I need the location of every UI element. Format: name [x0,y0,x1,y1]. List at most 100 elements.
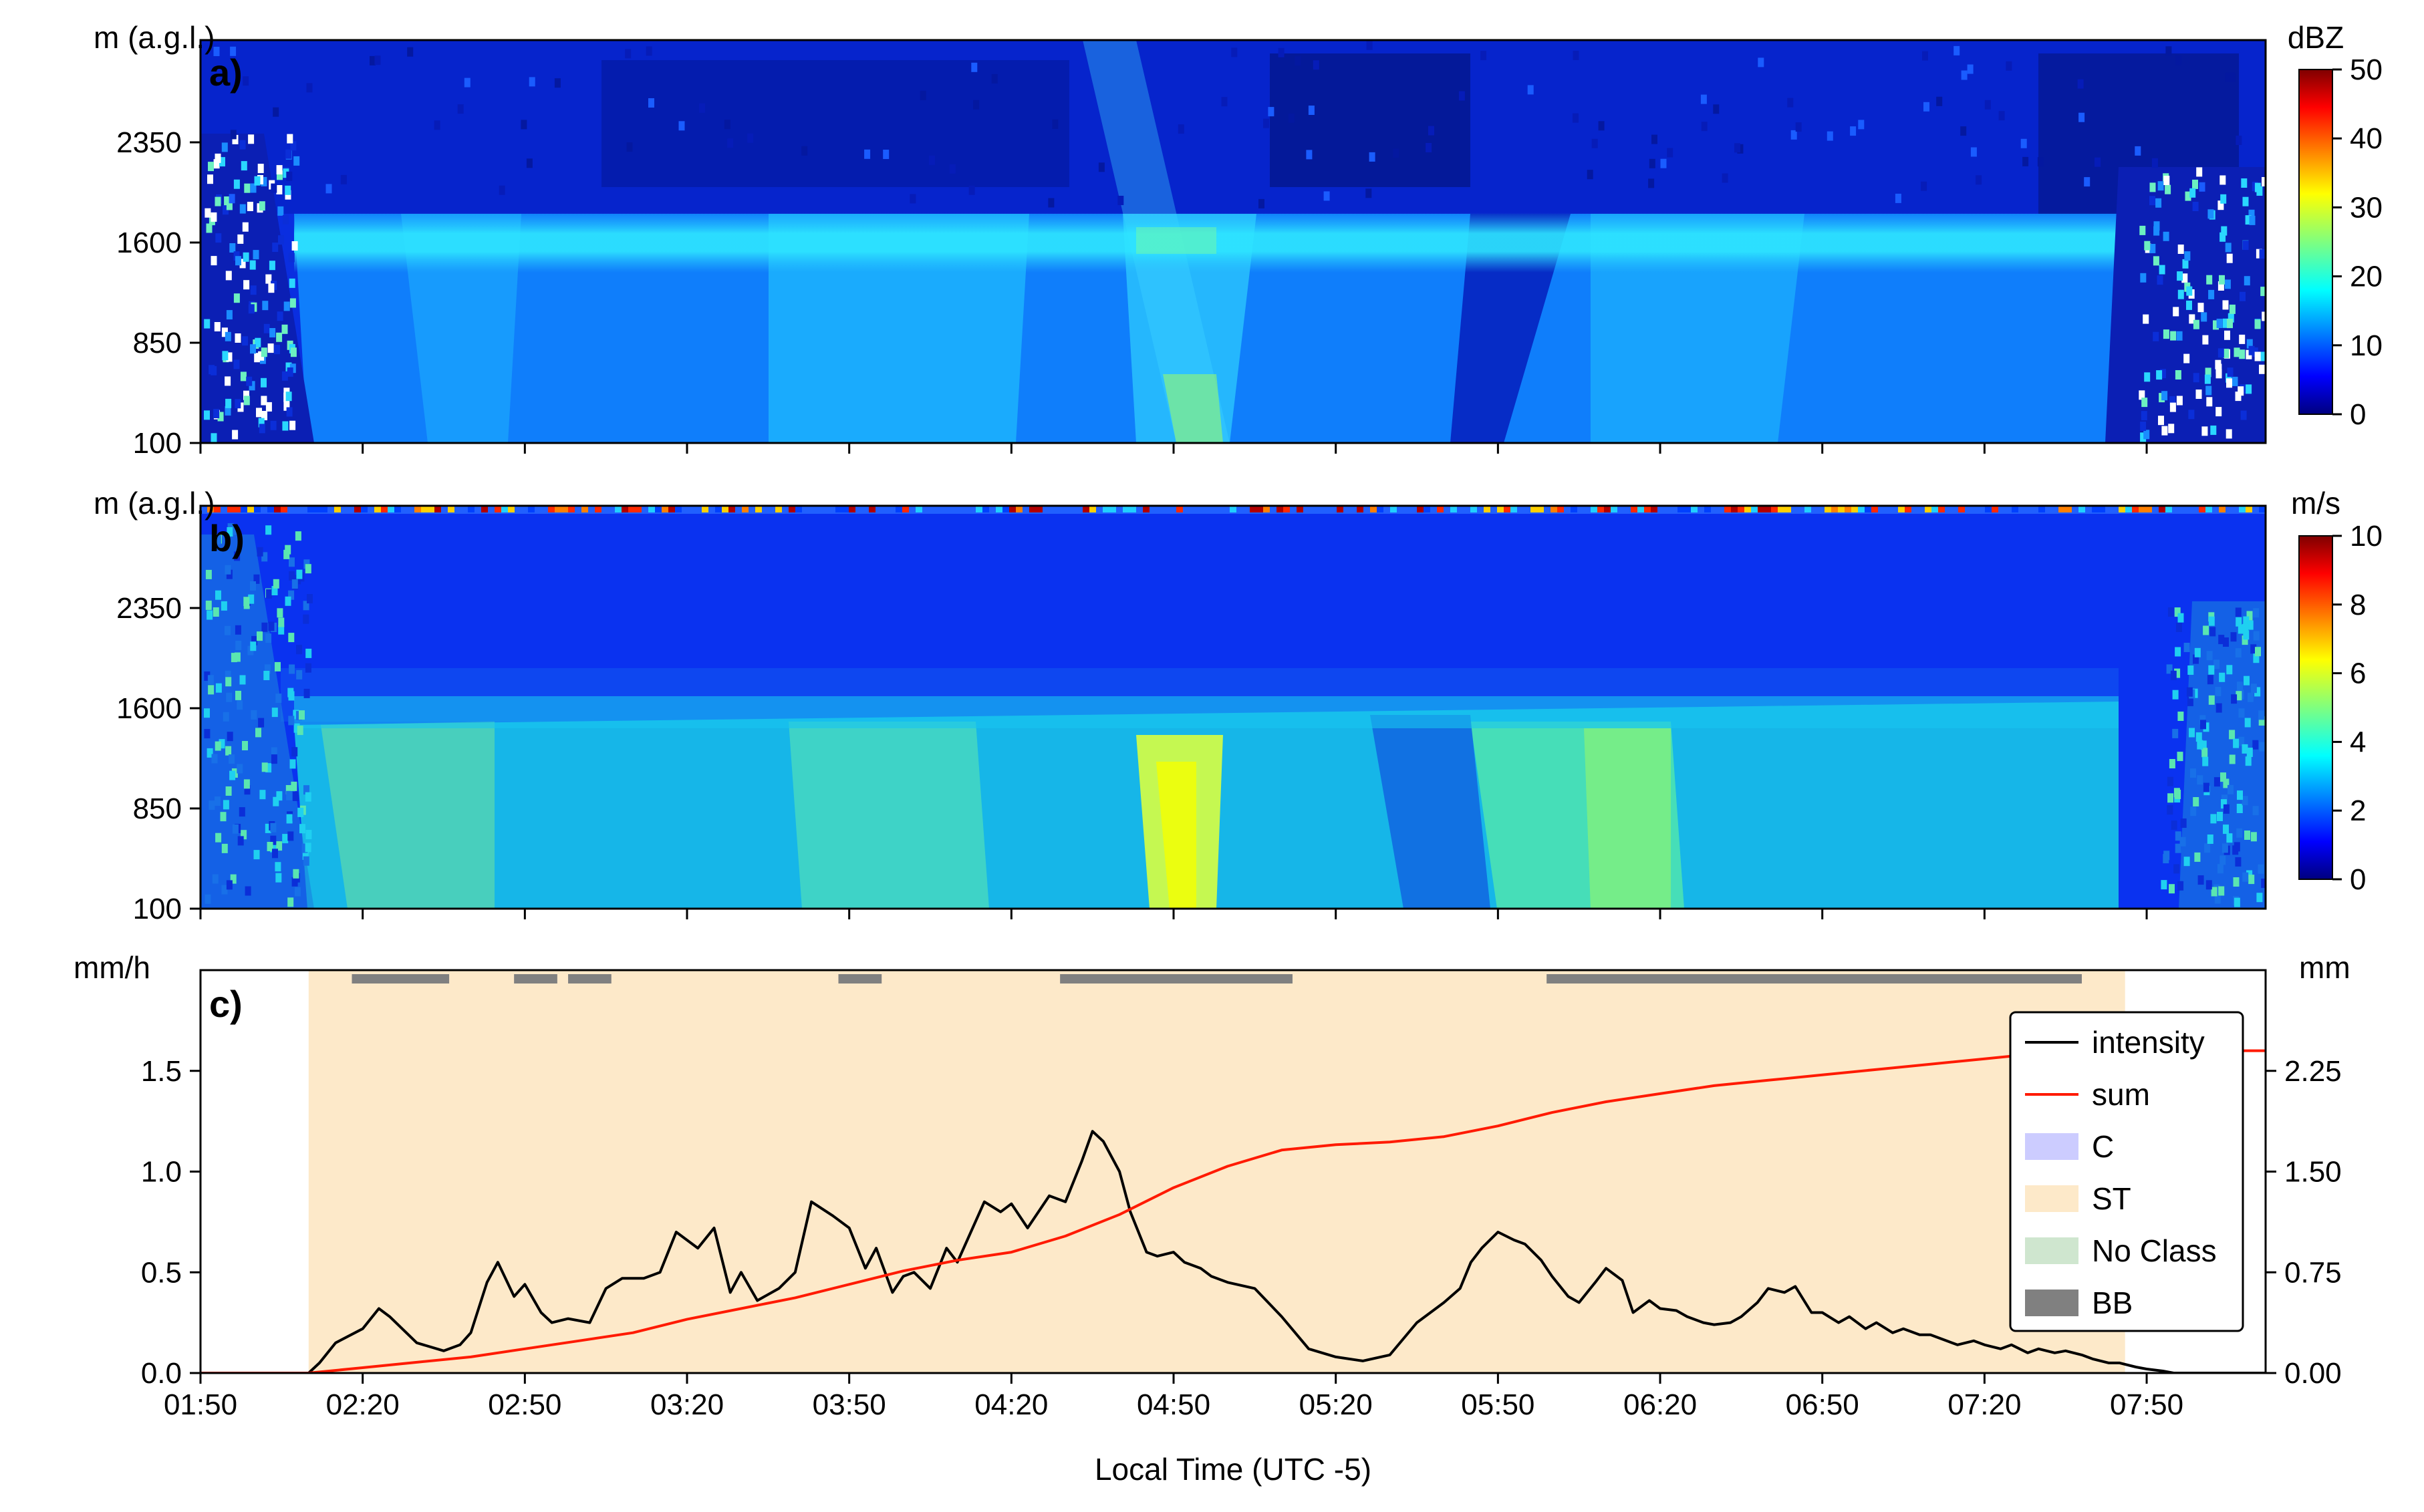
noise-cell [2156,370,2163,380]
top-cell [1470,506,1477,512]
noise-cell [288,590,295,600]
noise-cell [699,103,705,113]
noise-cell [251,635,258,645]
noise-cell [2184,251,2191,261]
noise-cell [278,617,285,627]
top-cell [755,506,762,512]
noise-cell [285,362,292,372]
noise-cell [2262,177,2266,186]
top-cell [662,506,668,512]
noise-cell [2238,708,2245,718]
noise-cell [286,790,293,800]
noise-cell [278,235,284,245]
noise-cell [296,669,303,679]
noise-cell [2006,61,2012,71]
noise-cell [521,120,527,130]
noise-cell [2244,718,2251,728]
noise-cell [270,420,277,430]
top-cell [2145,506,2152,512]
noise-cell [920,90,926,100]
noise-cell [1998,111,2005,121]
noise-cell [285,596,291,606]
noise-cell [239,675,246,685]
noise-cell [291,877,298,887]
noise-cell [282,214,289,224]
noise-cell [239,204,246,214]
noise-cell [2258,864,2264,874]
noise-cell [285,392,292,402]
noise-cell [272,243,279,253]
noise-cell [2221,843,2228,853]
noise-cell [625,49,632,59]
ytick-label: 1600 [116,226,182,259]
series-line-sum [200,1049,2266,1373]
colorbar-a-ticks: 50 40 30 20 10 0 [2332,53,2383,431]
noise-cell [258,718,265,728]
xtick-label: 06:50 [1786,1388,1859,1421]
noise-cell [2248,875,2255,885]
noise-cell [2143,430,2150,440]
colorbar-tick-label: 10 [2350,329,2383,362]
noise-cell [237,764,243,774]
noise-cell [213,607,219,617]
noise-cell [2227,319,2233,329]
noise-cell [2174,668,2181,678]
noise-cell [235,256,241,266]
noise-cell [2223,804,2230,814]
noise-cell [2169,402,2176,412]
noise-cell [249,260,256,270]
top-cell [668,506,675,512]
top-cell [1751,506,1758,512]
noise-cell [2204,374,2211,384]
noise-cell [2256,893,2263,903]
top-cell [274,506,281,512]
noise-cell [2247,620,2254,630]
noise-cell [239,140,246,150]
top-cell [1831,506,1838,512]
top-cell [1985,506,1992,512]
noise-cell [289,420,296,430]
noise-cell [2149,244,2156,253]
panel-c-xticks: 01:50 02:20 02:50 03:20 03:50 04:20 04:50 05:20… [164,1373,2183,1421]
noise-cell [2183,857,2190,867]
noise-cell [271,586,278,595]
noise-cell [2244,830,2250,840]
top-cell [307,506,314,512]
top-cell [568,506,575,512]
noise-cell [206,223,213,233]
noise-cell [215,535,221,545]
noise-cell [281,371,288,381]
noise-cell [2168,424,2175,434]
legend-box [2009,1011,2244,1332]
noise-cell [2186,286,2193,296]
noise-cell [1369,152,1375,162]
noise-cell [290,347,297,357]
panel-a-ylabel: m (a.g.l.) [94,20,215,55]
noise-cell [1117,196,1124,205]
ytick-label: 2350 [116,592,182,625]
noise-cell [2201,426,2208,436]
noise-cell [1713,104,1720,114]
noise-cell [883,150,890,159]
noise-cell [1850,126,1857,136]
noise-cell [2153,331,2159,341]
noise-cell [261,762,268,772]
noise-cell [232,824,239,834]
noise-cell [255,728,261,738]
noise-cell [2197,875,2204,885]
top-cell [234,506,241,512]
noise-cell [215,683,222,693]
noise-cell [255,337,261,347]
noise-cell [271,708,278,718]
top-cell [1036,506,1043,512]
noise-cell [261,396,267,406]
noise-cell [276,185,283,194]
noise-cell [226,692,233,702]
noise-cell [2157,275,2163,285]
noise-cell [2190,806,2197,816]
top-cell [702,506,708,512]
noise-cell [2194,852,2201,862]
noise-cell [276,841,283,851]
noise-cell [2262,311,2266,321]
noise-cell [291,747,298,757]
